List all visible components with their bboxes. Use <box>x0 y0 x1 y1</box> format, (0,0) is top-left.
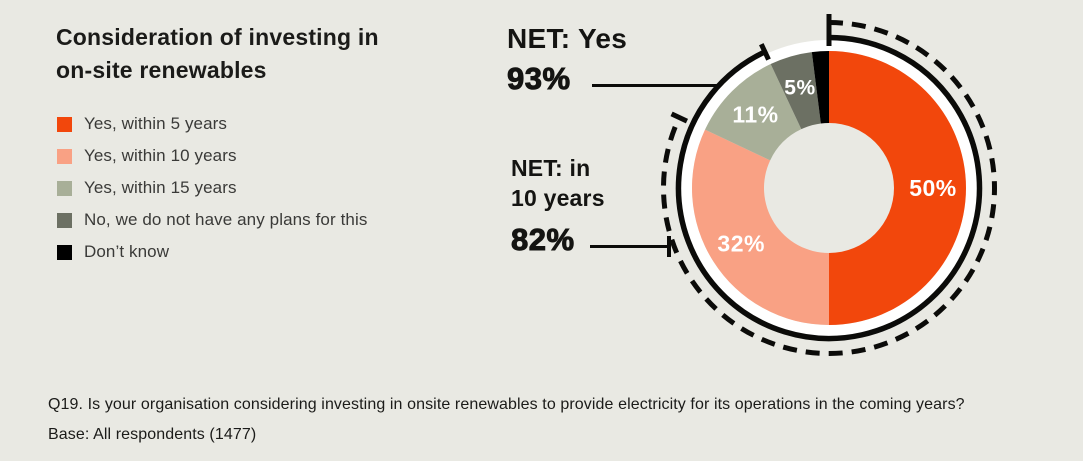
net-yes-label: NET: Yes <box>507 23 628 54</box>
segment-data-label: 32% <box>717 231 765 257</box>
legend-item: Don’t know <box>57 242 367 261</box>
legend-swatch-icon <box>57 116 72 132</box>
legend-item-label: Yes, within 5 years <box>84 114 228 133</box>
net-10-label-line-2: 10 years <box>511 185 605 211</box>
legend-item-label: Yes, within 10 years <box>84 146 237 165</box>
net-yes-leader-line <box>592 84 720 87</box>
net-arc-tick <box>759 43 771 61</box>
callout-net-10-years: NET: in 10 years 82% <box>511 153 605 258</box>
legend-item-label: No, we do not have any plans for this <box>84 210 368 229</box>
footnote: Q19. Is your organisation considering in… <box>48 390 965 450</box>
legend-item: No, we do not have any plans for this <box>57 210 368 229</box>
donut-segment-don-t-know <box>811 51 829 124</box>
legend-swatch-icon <box>57 244 72 260</box>
legend: Yes, within 5 years Yes, within 10 years… <box>57 114 368 275</box>
donut-segment-no-we-do-not-have-any-plans-for-this <box>770 52 821 130</box>
net-arc-net-yes <box>675 34 983 342</box>
title-line-1: Consideration of investing in <box>56 24 379 50</box>
net-arc-tick <box>670 111 689 124</box>
legend-item: Yes, within 15 years <box>57 178 367 197</box>
net-10-leader-tick <box>667 236 671 257</box>
donut-segment-yes-within-15-years <box>705 64 802 161</box>
legend-item-label: Don’t know <box>84 242 170 261</box>
legend-item: Yes, within 5 years <box>57 114 367 133</box>
segment-data-label: 11% <box>732 101 778 127</box>
net-arc-net-in-10-years <box>661 20 997 356</box>
page-title: Consideration of investing in on-site re… <box>56 21 379 87</box>
segment-data-label: 5% <box>784 77 815 100</box>
donut-segment-yes-within-5-years <box>829 51 966 325</box>
footnote-base: Base: All respondents (1477) <box>48 426 257 443</box>
legend-swatch-icon <box>57 180 72 196</box>
legend-item: Yes, within 10 years <box>57 146 367 165</box>
net-yes-value: 93% <box>506 61 571 97</box>
net-10-value: 82% <box>511 222 575 258</box>
legend-swatch-icon <box>57 148 72 164</box>
segment-data-label: 50% <box>909 175 957 201</box>
footnote-question: Q19. Is your organisation considering in… <box>48 396 965 413</box>
legend-swatch-icon <box>57 212 72 228</box>
legend-item-label: Yes, within 15 years <box>84 178 237 197</box>
callout-net-yes: NET: Yes 93% <box>506 22 628 97</box>
title-line-2: on-site renewables <box>56 57 267 83</box>
net-10-leader-line <box>590 245 669 248</box>
net-10-label-line-1: NET: in <box>511 155 591 181</box>
donut-segment-yes-within-10-years <box>692 129 829 325</box>
